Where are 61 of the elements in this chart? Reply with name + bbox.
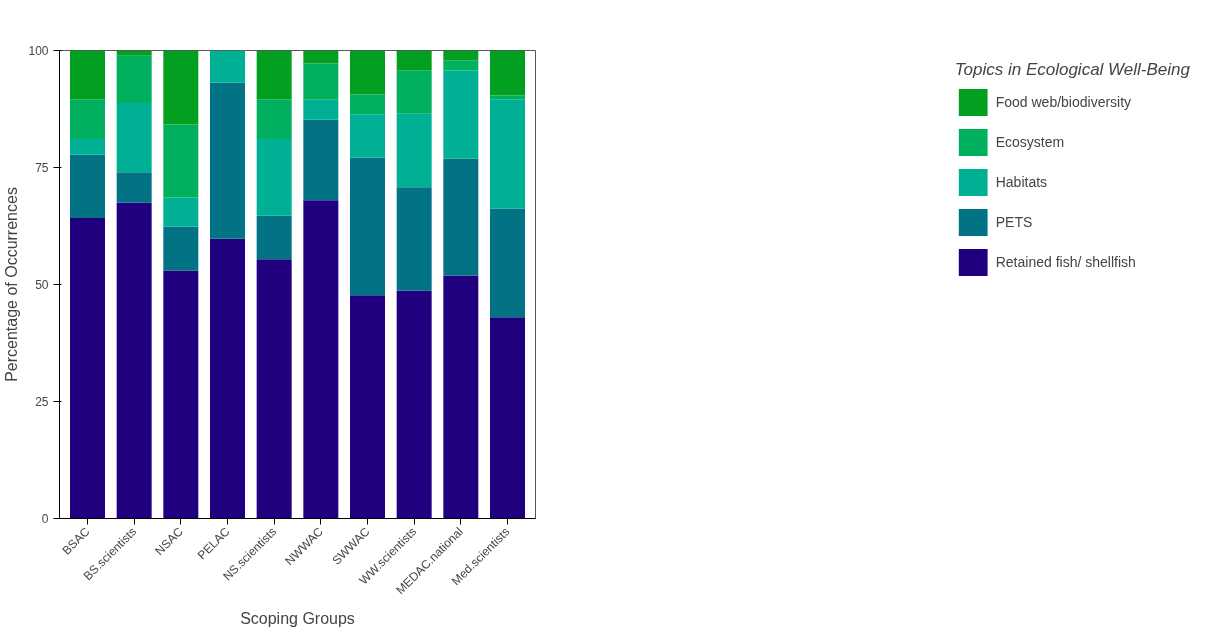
bar bbox=[490, 317, 525, 519]
bar bbox=[350, 157, 385, 296]
bar bbox=[303, 99, 339, 120]
legend-title: Topics in Ecological Well-Being bbox=[954, 60, 1190, 80]
bar bbox=[303, 200, 339, 519]
bar bbox=[163, 226, 199, 271]
bar bbox=[303, 119, 339, 201]
bar bbox=[443, 60, 479, 71]
bar bbox=[256, 259, 292, 519]
bar bbox=[443, 50, 479, 61]
bar bbox=[256, 50, 292, 100]
bar bbox=[396, 290, 432, 519]
bar bbox=[490, 50, 525, 96]
y-tick-label: 0 bbox=[41, 512, 49, 526]
bar bbox=[396, 187, 432, 291]
bar bbox=[70, 154, 105, 219]
bar bbox=[163, 50, 199, 125]
bar bbox=[256, 138, 292, 216]
bar bbox=[303, 63, 339, 100]
bar bbox=[163, 124, 199, 198]
bar bbox=[490, 95, 525, 100]
bar bbox=[443, 158, 479, 276]
legend-label: Food web/biodiversity bbox=[995, 94, 1132, 110]
bar bbox=[70, 50, 105, 100]
bar bbox=[256, 99, 292, 139]
bar bbox=[350, 114, 385, 158]
y-tick-label: 25 bbox=[35, 395, 49, 409]
bar bbox=[303, 50, 339, 64]
bar bbox=[70, 99, 105, 139]
bar bbox=[256, 215, 292, 260]
bar bbox=[163, 197, 199, 227]
y-tick-label: 100 bbox=[28, 44, 49, 58]
bar bbox=[116, 172, 152, 203]
bar bbox=[350, 50, 385, 95]
x-axis-title: Scoping Groups bbox=[240, 610, 355, 628]
legend-label: PETS bbox=[995, 214, 1033, 230]
bar bbox=[116, 202, 152, 519]
bar bbox=[350, 94, 385, 115]
bar bbox=[443, 70, 479, 159]
bar bbox=[116, 102, 152, 173]
bar bbox=[210, 82, 245, 239]
bar bbox=[116, 55, 152, 103]
bar bbox=[350, 295, 385, 519]
bar bbox=[396, 70, 432, 114]
bar bbox=[163, 270, 199, 519]
bar bbox=[490, 99, 525, 209]
legend-label: Ecosystem bbox=[995, 134, 1065, 150]
bar bbox=[396, 50, 432, 71]
y-tick-label: 50 bbox=[35, 278, 49, 292]
y-tick-label: 75 bbox=[35, 161, 49, 175]
legend-label: Habitats bbox=[995, 174, 1048, 190]
bar bbox=[443, 275, 479, 519]
bar bbox=[210, 238, 245, 519]
bar bbox=[70, 218, 105, 519]
y-axis-title: Percentage of Occurrences bbox=[3, 187, 21, 382]
legend-label: Retained fish/ shellfish bbox=[995, 254, 1136, 270]
bar bbox=[396, 113, 432, 188]
bar bbox=[210, 50, 245, 83]
bar bbox=[490, 208, 525, 318]
bar bbox=[70, 138, 105, 155]
bar bbox=[116, 50, 152, 56]
